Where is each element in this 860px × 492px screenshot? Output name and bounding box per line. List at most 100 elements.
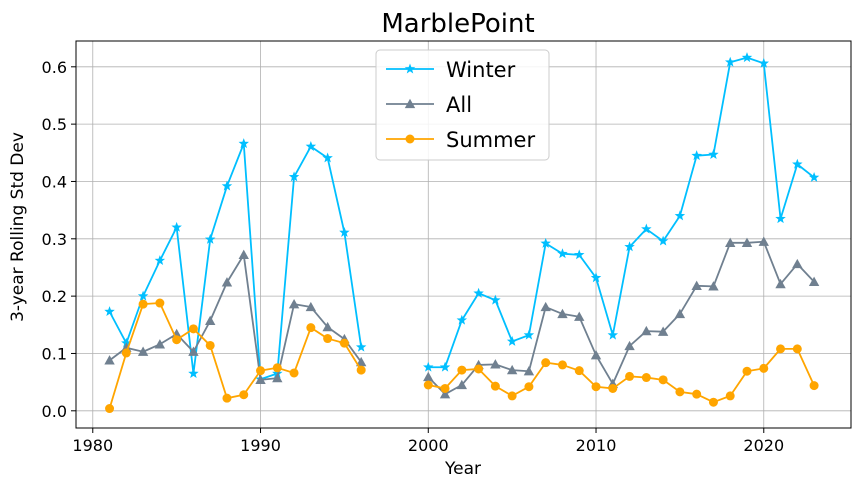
x-tick-label: 2020 (743, 436, 784, 455)
data-point-winter (691, 150, 702, 161)
data-point-all (523, 366, 535, 376)
data-point-summer (272, 363, 282, 373)
data-point-summer (440, 383, 450, 393)
data-point-all (624, 340, 635, 351)
legend: Winter All Summer (375, 49, 550, 161)
data-point-all (456, 379, 468, 390)
data-point-all (574, 311, 585, 321)
data-point-summer (641, 373, 651, 383)
data-point-summer (339, 338, 349, 348)
data-point-summer (759, 363, 769, 373)
data-point-summer (809, 381, 819, 391)
data-point-summer (692, 389, 702, 399)
data-point-summer (306, 323, 316, 333)
data-point-winter (288, 171, 300, 182)
legend-marker (405, 134, 415, 144)
data-point-winter (456, 314, 468, 325)
data-point-winter (574, 249, 585, 260)
data-point-summer (574, 366, 584, 376)
data-point-all (506, 364, 518, 375)
data-point-winter (708, 149, 719, 159)
data-point-winter (305, 140, 317, 151)
y-tick-label: 0.1 (42, 344, 67, 363)
data-point-winter (808, 171, 820, 182)
data-point-winter (741, 52, 753, 63)
legend-marker (404, 98, 416, 109)
data-point-summer (222, 393, 232, 403)
data-point-summer (557, 360, 567, 370)
data-point-all (322, 321, 333, 332)
data-point-winter (188, 368, 199, 378)
data-point-summer (172, 335, 182, 345)
data-point-summer (708, 397, 718, 407)
plot-frame (75, 40, 852, 429)
data-point-summer (323, 334, 333, 344)
legend-item-summer: Summer (386, 128, 535, 152)
data-point-all (104, 355, 115, 365)
data-point-all (288, 298, 300, 309)
data-point-all (741, 237, 753, 247)
data-point-all (708, 281, 719, 291)
data-point-all (792, 258, 803, 269)
data-point-winter (355, 341, 367, 352)
data-point-winter (439, 361, 451, 372)
data-point-winter (204, 233, 216, 244)
data-point-summer (423, 380, 433, 390)
x-tick-label: 2000 (408, 436, 449, 455)
series-line-winter (108, 142, 363, 381)
y-tick-label: 0.4 (42, 172, 67, 191)
data-point-all (204, 315, 216, 325)
data-point-summer (507, 391, 517, 401)
legend-box (375, 49, 550, 161)
data-point-summer (658, 375, 668, 385)
data-point-winter (641, 223, 652, 234)
data-point-all (674, 308, 686, 319)
data-point-all (137, 346, 149, 356)
data-point-winter (590, 272, 602, 283)
data-point-winter (339, 226, 350, 237)
data-point-all (221, 277, 233, 287)
data-point-summer (725, 391, 735, 401)
data-point-winter (523, 329, 535, 340)
x-tick-label: 1980 (72, 436, 113, 455)
data-point-all (691, 280, 702, 290)
data-point-winter (423, 361, 434, 372)
data-point-all (154, 339, 166, 349)
data-point-all (725, 237, 736, 247)
data-point-winter (137, 290, 149, 301)
data-point-summer (776, 344, 786, 354)
data-point-all (540, 301, 551, 312)
data-point-summer (524, 382, 534, 392)
data-point-summer (239, 390, 249, 400)
data-point-summer (608, 383, 618, 393)
data-point-summer (105, 404, 115, 414)
y-tick-label: 0.6 (42, 58, 67, 77)
y-tick-label: 0.5 (42, 115, 67, 134)
data-point-winter (238, 138, 249, 149)
x-tick-label: 2010 (576, 436, 617, 455)
legend-label: Winter (446, 58, 516, 82)
data-point-summer (155, 298, 165, 308)
series-line-summer (428, 347, 815, 404)
y-axis-label: 3-year Rolling Std Dev (8, 132, 28, 322)
data-point-all (255, 374, 266, 384)
data-point-all (775, 278, 786, 289)
data-point-winter (473, 287, 484, 298)
data-point-winter (104, 306, 115, 317)
data-point-all (657, 326, 669, 336)
data-point-winter (724, 56, 736, 67)
data-point-winter (490, 294, 501, 305)
data-point-all (590, 349, 602, 360)
data-point-summer (625, 371, 635, 381)
data-point-summer (457, 365, 467, 375)
x-tick-label: 1990 (240, 436, 281, 455)
legend-item-all: All (386, 93, 472, 117)
data-point-winter (674, 210, 686, 221)
data-point-all (557, 308, 568, 319)
data-point-summer (675, 387, 685, 397)
y-tick-label: 0.0 (42, 402, 67, 421)
data-point-winter (154, 255, 166, 266)
data-point-summer (591, 382, 601, 392)
data-point-summer (121, 348, 131, 358)
